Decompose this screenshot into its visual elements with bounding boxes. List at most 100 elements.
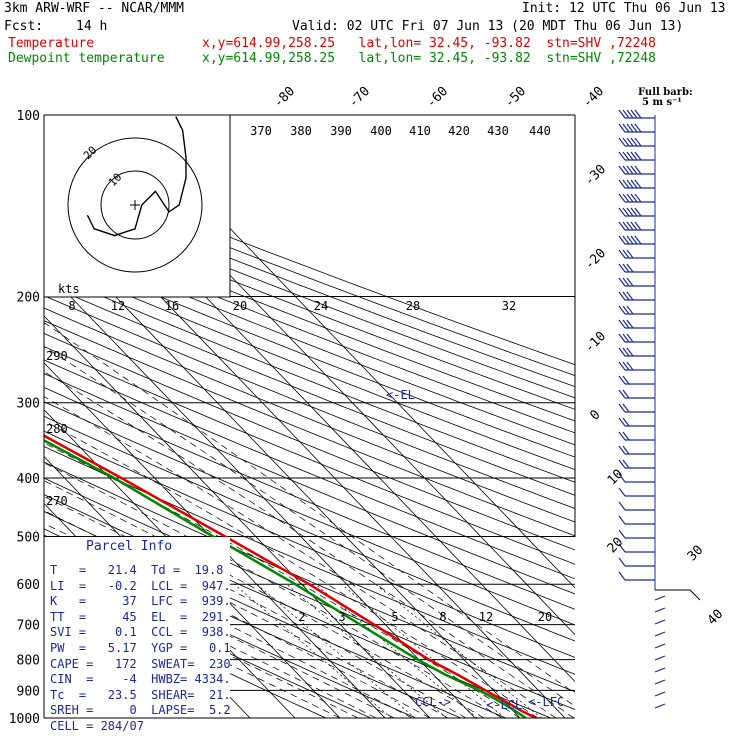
- theta-tick-label: 430: [487, 124, 509, 138]
- model-title: 3km ARW-WRF -- NCAR/MMM: [4, 1, 185, 16]
- wind-barb: [622, 207, 630, 217]
- hodograph-speed-label: 12: [111, 299, 125, 313]
- moist-adiabat-line: [44, 371, 575, 718]
- dry-adiabat-line: [44, 204, 575, 410]
- dry-adiabat-line: [44, 173, 575, 377]
- wind-barb: [618, 389, 626, 399]
- left-axis-label: 270: [46, 494, 68, 508]
- wind-barb: [654, 655, 666, 661]
- dry-adiabat-line: [44, 183, 575, 388]
- theta-tick-label: 400: [370, 124, 392, 138]
- wind-barb: [618, 347, 626, 357]
- wind-barb: [654, 643, 666, 649]
- wind-barb: [630, 165, 638, 175]
- ccl-annotation: CCL->: [415, 695, 451, 709]
- init-time: Init: 12 UTC Thu 06 Jun 13: [522, 1, 726, 16]
- isotherm-tick-label: -30: [582, 162, 609, 189]
- wind-barb: [622, 263, 630, 273]
- parcel-info-line: CIN = -4 HWBZ= 4334.: [50, 672, 231, 687]
- hodograph-speed-label: 20: [233, 299, 247, 313]
- wind-barb: [626, 291, 634, 301]
- wind-barb: [622, 165, 630, 175]
- isotherm-tick-label: -80: [271, 84, 298, 111]
- hodograph-ring-10: [100, 170, 170, 240]
- wind-barb: [634, 165, 642, 175]
- pressure-tick-label: 1000: [9, 712, 40, 727]
- wind-barb: [626, 179, 634, 189]
- pressure-tick-label: 500: [17, 530, 40, 545]
- wind-barb: [634, 151, 642, 161]
- wind-barb: [634, 123, 642, 133]
- isotherm-tick-label: -10: [582, 329, 609, 356]
- pressure-tick-label: 800: [17, 654, 40, 669]
- dewpoint-legend-label: Dewpoint temperature: [8, 51, 165, 66]
- dry-adiabat-line: [44, 295, 575, 510]
- mixing-ratio-label: 20: [538, 610, 552, 624]
- isotherm-line: [44, 409, 341, 718]
- moist-adiabat-line: [44, 420, 539, 718]
- parcel-info-line: SREH = 0 LAPSE= 5.2: [50, 703, 231, 718]
- wind-barb: [618, 445, 626, 455]
- wind-barb: [630, 221, 638, 231]
- header: 3km ARW-WRF -- NCAR/MMM Init: 12 UTC Thu…: [0, 0, 740, 109]
- wind-barb: [630, 137, 638, 147]
- wind-barb: [618, 221, 626, 231]
- wind-barb: [622, 375, 630, 385]
- wind-barb: [618, 403, 626, 413]
- wind-barb: [634, 221, 642, 231]
- dry-adiabat-line: [44, 386, 575, 610]
- wind-barb: [626, 249, 634, 259]
- isotherm-tick-label: -50: [502, 84, 529, 111]
- mixing-ratio-line: [234, 583, 392, 718]
- wind-barb: [626, 207, 634, 217]
- wind-barb: [618, 277, 626, 287]
- dry-adiabat-line: [44, 259, 575, 471]
- pressure-tick-label: 900: [17, 684, 40, 699]
- wind-barb: [630, 193, 638, 203]
- moist-adiabat-line: [44, 346, 575, 707]
- parcel-info-line: K = 37 LFC = 939.: [50, 594, 231, 609]
- dry-adiabat-line: [44, 564, 371, 718]
- wind-profile-corner: [655, 589, 701, 601]
- wind-barb: [622, 123, 630, 133]
- wind-barb: [626, 221, 634, 231]
- wind-barb: [618, 123, 626, 133]
- wind-barb: [618, 165, 626, 175]
- dry-adiabat-line: [44, 283, 575, 496]
- parcel-info-line: CAPE = 172 SWEAT= 230: [50, 656, 231, 671]
- hodograph-trace: [86, 116, 187, 237]
- parcel-info-line: LI = -0.2 LCL = 947.: [50, 578, 231, 593]
- isotherm-tick-label: -20: [582, 246, 609, 273]
- wind-barb: [654, 619, 666, 625]
- wind-barb: [630, 235, 638, 245]
- wind-barb: [618, 557, 626, 567]
- dry-adiabat-line: [44, 373, 575, 595]
- mixing-ratio-label: 12: [479, 610, 493, 624]
- dry-adiabat-line: [44, 271, 575, 483]
- wind-barb: [630, 207, 638, 217]
- wind-barb: [618, 543, 626, 553]
- wind-barb: [634, 137, 642, 147]
- hodograph-speed-label: 32: [502, 299, 516, 313]
- wind-barb: [622, 151, 630, 161]
- wind-barb: [618, 193, 626, 203]
- wind-barb: [626, 347, 634, 357]
- wind-barb: [634, 193, 642, 203]
- theta-tick-label: 420: [448, 124, 470, 138]
- wind-barb: [618, 263, 626, 273]
- isotherm-tick-label: 30: [685, 543, 707, 565]
- pressure-tick-label: 100: [17, 109, 40, 124]
- wind-barb: [626, 165, 634, 175]
- wind-barb: [634, 207, 642, 217]
- wind-barb: [626, 151, 634, 161]
- isotherm-tick-label: 40: [705, 607, 727, 629]
- wind-barb: [618, 235, 626, 245]
- wind-barb: [626, 305, 634, 315]
- lfc-annotation: <-LFC: [528, 695, 564, 709]
- pressure-tick-label: 300: [17, 397, 40, 412]
- dry-adiabat-line: [44, 401, 575, 626]
- wind-barb: [622, 235, 630, 245]
- valid-time: Valid: 02 UTC Fri 07 Jun 13 (20 MDT Thu …: [292, 19, 684, 34]
- wind-barb: [618, 249, 626, 259]
